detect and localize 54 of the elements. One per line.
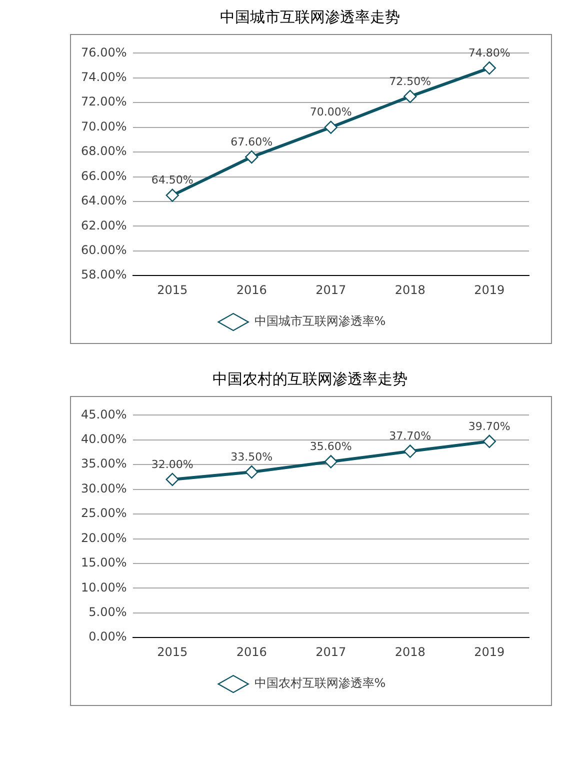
y-tick-label: 66.00%	[80, 168, 127, 183]
y-tick-label: 68.00%	[80, 144, 127, 158]
y-tick-label: 35.00%	[80, 456, 127, 471]
x-tick-label: 2015	[157, 282, 188, 297]
data-label: 67.60%	[230, 135, 273, 148]
x-tick-label: 2018	[394, 644, 426, 659]
y-tick-label: 62.00%	[80, 218, 127, 232]
y-tick-label: 10.00%	[80, 580, 127, 594]
data-label: 64.50%	[151, 174, 194, 187]
point	[482, 61, 496, 75]
point	[324, 455, 338, 468]
chart-title: 中国城市互联网渗透率走势	[219, 8, 401, 28]
point	[324, 120, 338, 134]
data-label: 33.50%	[230, 450, 273, 464]
x-tick-label: 2015	[157, 644, 188, 659]
y-tick-label: 64.00%	[80, 194, 127, 208]
y-tick-label: 76.00%	[80, 45, 127, 60]
y-tick-label: 40.00%	[80, 432, 127, 446]
y-tick-label: 58.00%	[80, 268, 127, 282]
chart-title: 中国农村的互联网渗透率走势	[212, 370, 408, 390]
y-tick-label: 60.00%	[80, 243, 127, 258]
x-tick-label: 2019	[474, 282, 505, 297]
y-tick-label: 5.00%	[88, 605, 127, 620]
data-label: 72.50%	[389, 74, 432, 88]
y-tick-label: 70.00%	[80, 119, 127, 134]
y-tick-label: 15.00%	[80, 556, 127, 570]
y-tick-label: 20.00%	[80, 530, 127, 545]
point	[482, 434, 496, 448]
data-label: 70.00%	[310, 106, 352, 119]
point	[404, 444, 417, 458]
x-tick-label: 2016	[236, 644, 267, 659]
point	[166, 472, 179, 486]
x-tick-label: 2016	[236, 282, 267, 297]
data-label: 37.70%	[389, 430, 432, 443]
data-label: 74.80%	[468, 46, 510, 60]
y-tick-label: 25.00%	[80, 506, 127, 520]
y-tick-label: 30.00%	[80, 481, 127, 496]
legend-label: 中国城市互联网渗透率%	[254, 314, 386, 328]
legend-label: 中国农村互联网渗透率%	[254, 676, 386, 690]
point	[245, 465, 258, 479]
y-tick-label: 74.00%	[80, 70, 127, 84]
data-label: 39.70%	[468, 420, 510, 433]
point	[166, 188, 179, 202]
x-tick-label: 2018	[394, 282, 426, 297]
point	[404, 90, 417, 104]
x-tick-label: 2017	[316, 282, 346, 297]
x-tick-label: 2017	[316, 644, 346, 659]
data-label: 35.60%	[310, 440, 352, 454]
x-tick-label: 2019	[474, 644, 505, 659]
y-tick-label: 45.00%	[80, 407, 127, 422]
data-label: 32.00%	[151, 458, 194, 471]
y-tick-label: 0.00%	[88, 630, 127, 644]
y-tick-label: 72.00%	[80, 94, 127, 109]
point	[245, 150, 258, 164]
